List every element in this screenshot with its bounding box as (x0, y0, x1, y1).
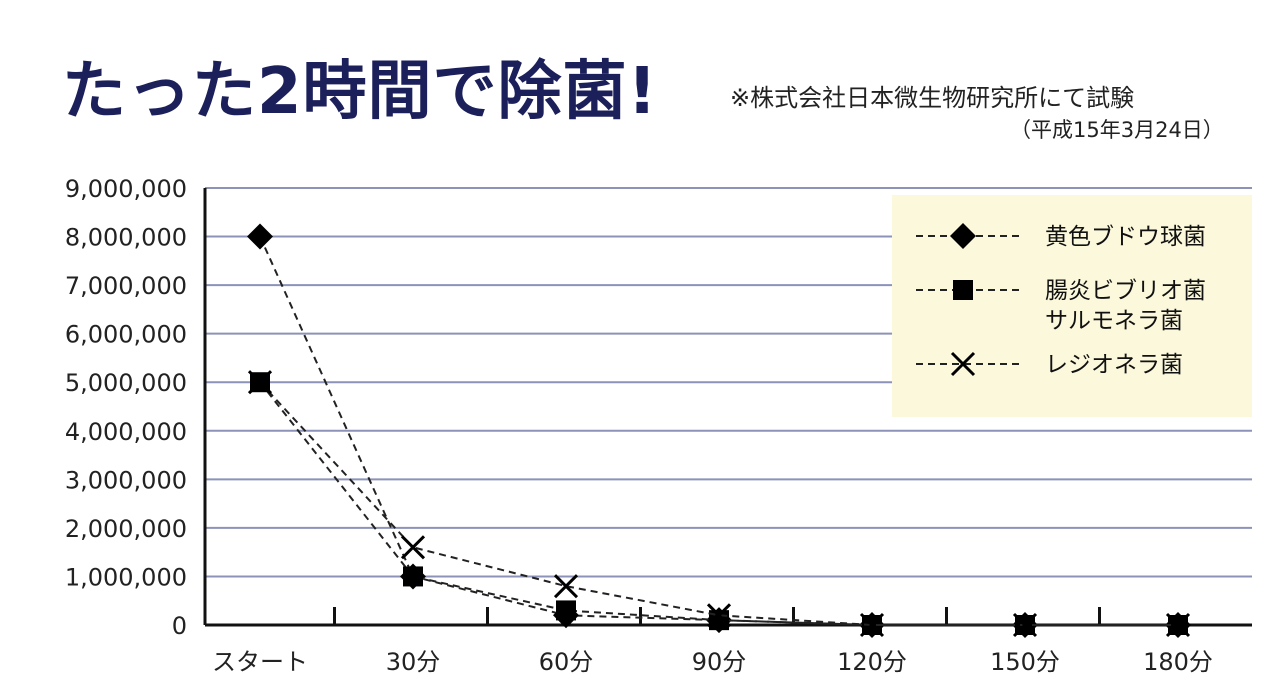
x-tick-label: 120分 (837, 648, 907, 676)
legend-label: レジオネラ菌 (1045, 352, 1183, 378)
y-tick-label: 7,000,000 (65, 272, 187, 300)
test-note: ※株式会社日本微生物研究所にて試験 (730, 84, 1135, 112)
x-tick-label: 150分 (990, 648, 1060, 676)
y-tick-label: 9,000,000 (65, 175, 187, 203)
data-point-x (1165, 612, 1191, 638)
legend-label: 黄色ブドウ球菌 (1045, 224, 1206, 250)
y-tick-label: 8,000,000 (65, 224, 187, 252)
x-tick-label: 60分 (539, 648, 594, 676)
y-tick-label: 2,000,000 (65, 515, 187, 543)
legend-marker-diamond (950, 223, 976, 249)
y-tick-label: 1,000,000 (65, 563, 187, 591)
y-tick-label: 0 (172, 612, 187, 640)
y-tick-label: 6,000,000 (65, 321, 187, 349)
y-tick-label: 3,000,000 (65, 466, 187, 494)
data-point-square (403, 566, 423, 587)
data-point-x (706, 603, 732, 628)
data-point-x (553, 574, 579, 599)
data-point-x (400, 535, 426, 560)
x-tick-label: スタート (212, 648, 308, 676)
legend-marker-x (950, 351, 976, 377)
data-point-x (1012, 612, 1038, 638)
data-point-square (556, 600, 576, 621)
legend-background (892, 195, 1252, 417)
legend-marker-square (953, 280, 973, 300)
y-tick-label: 4,000,000 (65, 418, 187, 446)
legend-label: 腸炎ビブリオ菌サルモネラ菌 (1045, 278, 1206, 334)
headline: たった2時間で除菌! (62, 55, 658, 129)
data-point-x (247, 370, 273, 395)
test-date: （平成15年3月24日） (1010, 118, 1224, 142)
data-point-x (859, 612, 885, 638)
series-line-3 (259, 381, 1178, 626)
x-tick-label: 180分 (1143, 648, 1213, 676)
data-point-diamond (247, 223, 273, 250)
x-tick-label: 90分 (692, 648, 747, 676)
series-line-2 (259, 381, 1178, 626)
x-tick-label: 30分 (386, 648, 441, 676)
y-tick-label: 5,000,000 (65, 369, 187, 397)
